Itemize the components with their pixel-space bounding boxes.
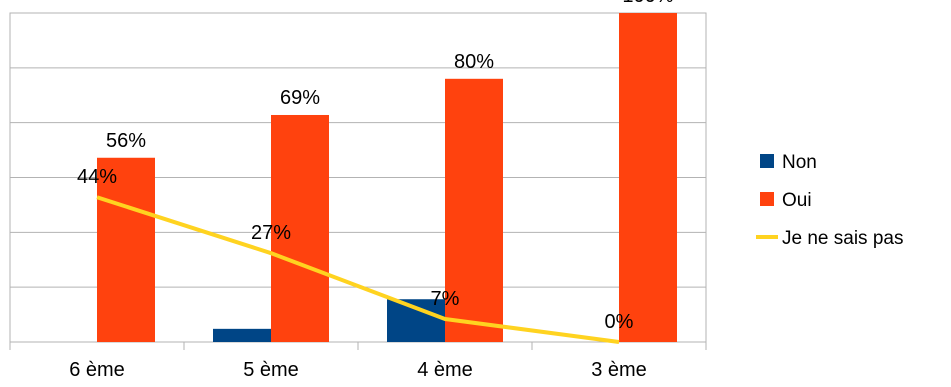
line-data-label: 0% [605, 311, 634, 333]
legend-label: Je ne sais pas [782, 228, 903, 249]
legend-swatch [760, 192, 774, 206]
legend-label: Oui [782, 190, 812, 211]
data-label: 69% [280, 87, 320, 109]
legend: Non Oui Je ne sais pas [756, 152, 903, 249]
bar-oui [271, 114, 329, 343]
legend-label: Non [782, 152, 817, 173]
data-label: 80% [454, 51, 494, 73]
legend-swatch [760, 154, 774, 168]
x-tick-label: 3 ème [591, 359, 647, 381]
bar-oui [97, 157, 155, 342]
line-data-label: 44% [77, 166, 117, 188]
bar-oui [445, 78, 503, 343]
plot-area: 56% 69% 80% 100% 44% 27% 7% 0% 6 ème 5 ème 4 ème 3 … [9, 0, 707, 381]
line-data-label: 27% [251, 222, 291, 244]
x-tick-label: 4 ème [417, 359, 473, 381]
x-tick-label: 6 ème [69, 359, 125, 381]
line-je-ne-sais-pas [96, 195, 620, 344]
bar-oui [619, 13, 677, 342]
bar-non [213, 328, 271, 342]
data-label: 100% [622, 0, 673, 7]
line-data-label: 7% [431, 288, 460, 310]
x-tick-label: 5 ème [243, 359, 299, 381]
data-label: 56% [106, 130, 146, 152]
